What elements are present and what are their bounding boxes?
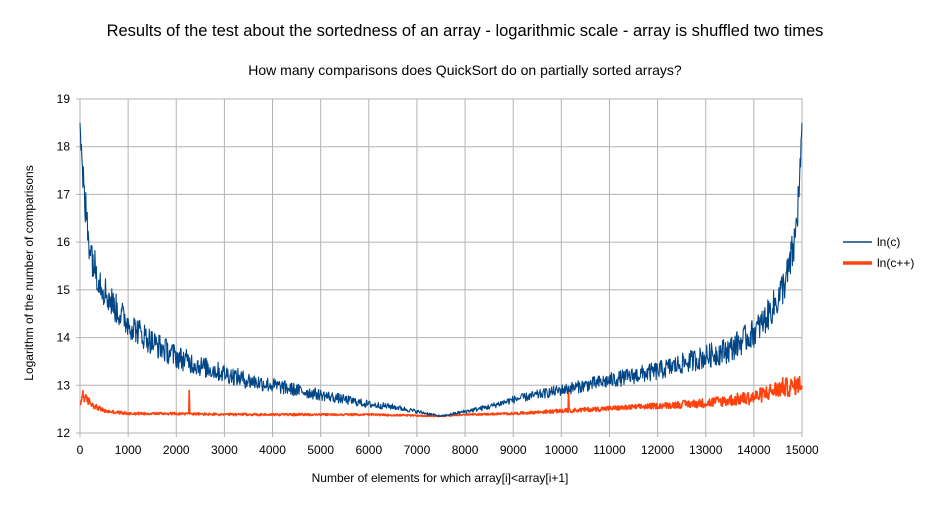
y-tick-label: 15 xyxy=(57,283,71,297)
x-tick-label: 14000 xyxy=(737,443,771,457)
y-tick-label: 13 xyxy=(57,378,71,392)
series-layer xyxy=(79,122,803,418)
legend-label: ln(c) xyxy=(877,235,900,249)
y-axis-ticks: 12 13 14 15 16 17 18 19 xyxy=(57,92,80,440)
plot-area xyxy=(79,98,803,434)
x-tick-label: 12000 xyxy=(641,443,675,457)
x-tick-label: 5000 xyxy=(307,443,334,457)
x-axis-ticks: 0 1000 2000 3000 4000 5000 6000 7000 8000 9000 100… xyxy=(77,433,819,457)
y-tick-label: 14 xyxy=(57,331,71,345)
series-line-ln-c xyxy=(79,122,803,418)
x-axis-label: Number of elements for which array[i]<ar… xyxy=(312,471,569,485)
x-tick-label: 1000 xyxy=(115,443,142,457)
x-tick-label: 2000 xyxy=(163,443,190,457)
x-tick-label: 4000 xyxy=(259,443,286,457)
y-axis-label: Logarithm of the number of comparisons xyxy=(22,165,36,380)
x-tick-label: 3000 xyxy=(211,443,238,457)
legend: ln(c) ln(c++) xyxy=(843,235,914,270)
y-tick-label: 12 xyxy=(57,426,71,440)
y-tick-label: 18 xyxy=(57,140,71,154)
chart-subtitle: How many comparisons does QuickSort do o… xyxy=(248,62,682,78)
x-tick-label: 13000 xyxy=(689,443,723,457)
x-tick-label: 7000 xyxy=(404,443,431,457)
y-tick-label: 16 xyxy=(57,235,71,249)
x-tick-label: 6000 xyxy=(355,443,382,457)
x-tick-label: 9000 xyxy=(500,443,527,457)
chart-title: Results of the test about the sortedness… xyxy=(107,22,824,40)
x-tick-label: 10000 xyxy=(545,443,579,457)
x-tick-label: 11000 xyxy=(593,443,626,457)
x-tick-label: 8000 xyxy=(452,443,479,457)
y-tick-label: 19 xyxy=(57,92,71,106)
x-tick-label: 15000 xyxy=(785,443,819,457)
x-tick-label: 0 xyxy=(77,443,84,457)
y-tick-label: 17 xyxy=(57,187,71,201)
legend-label: ln(c++) xyxy=(877,256,914,270)
grid-lines xyxy=(79,98,803,434)
